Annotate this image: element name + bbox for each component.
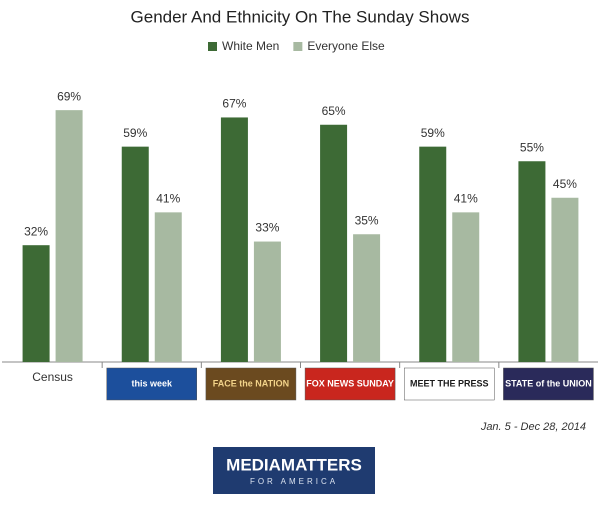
bar	[121, 146, 149, 362]
chart-title: Gender And Ethnicity On The Sunday Shows	[131, 7, 470, 26]
source-logo: MEDIAMATTERS	[226, 455, 362, 474]
bar	[518, 161, 546, 362]
legend-label: Everyone Else	[307, 39, 385, 53]
data-label: 55%	[520, 140, 544, 154]
source-logo-sub: FOR AMERICA	[250, 477, 338, 486]
data-label: 65%	[322, 104, 346, 118]
bar	[253, 241, 281, 362]
data-label: 67%	[222, 97, 246, 111]
bar	[419, 146, 447, 362]
bar	[320, 124, 348, 362]
legend-swatch	[293, 42, 303, 51]
data-label: 59%	[123, 126, 147, 140]
show-logo	[106, 367, 197, 401]
data-label: 35%	[355, 213, 379, 227]
bar	[55, 110, 83, 363]
show-logo	[404, 367, 495, 401]
legend-swatch	[208, 42, 217, 51]
data-label: 41%	[454, 192, 478, 206]
bar	[551, 197, 579, 362]
source-logo-box	[213, 447, 375, 494]
data-label: 32%	[24, 224, 48, 238]
data-label: 59%	[421, 126, 445, 140]
data-label: 41%	[156, 192, 180, 206]
legend-label: White Men	[222, 39, 279, 53]
show-logo	[304, 367, 396, 401]
x-tick-label: MEET THE PRESS	[410, 378, 489, 388]
x-tick-label: FOX NEWS SUNDAY	[306, 378, 394, 388]
show-logo	[205, 367, 297, 401]
bar	[154, 212, 182, 362]
bar	[22, 245, 50, 362]
x-tick-label: FACE the NATION	[213, 378, 289, 388]
bar	[353, 234, 381, 362]
bar	[220, 117, 248, 362]
data-label: 33%	[255, 221, 279, 235]
data-label: 69%	[57, 89, 81, 103]
bar	[452, 212, 480, 362]
x-tick-label: this week	[131, 378, 173, 388]
data-label: 45%	[553, 177, 577, 191]
x-tick-label: Census	[32, 370, 73, 384]
x-tick-label: STATE of the UNION	[505, 378, 592, 388]
date-note: Jan. 5 - Dec 28, 2014	[480, 421, 586, 433]
show-logo	[503, 367, 594, 401]
